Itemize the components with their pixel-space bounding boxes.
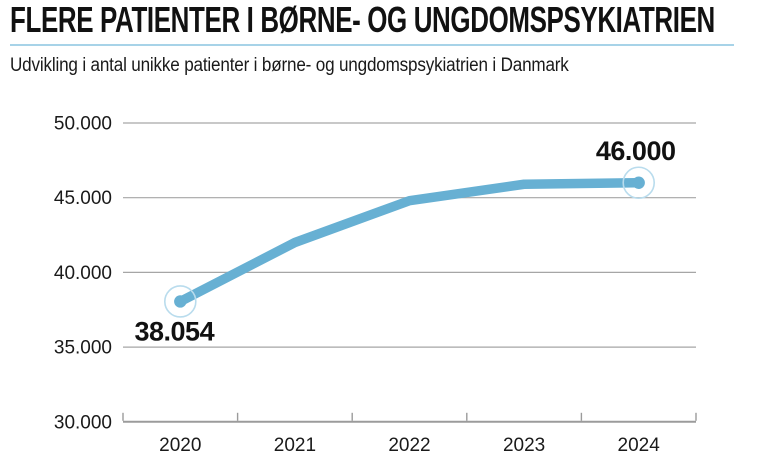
value-label: 46.000 xyxy=(596,136,676,166)
x-tick-label: 2021 xyxy=(274,435,316,456)
x-tick-label: 2022 xyxy=(388,435,430,456)
x-tick-label: 2024 xyxy=(618,435,661,456)
x-axis xyxy=(122,412,697,423)
title-underline xyxy=(10,44,734,46)
data-series xyxy=(164,166,656,318)
x-tick-label: 2020 xyxy=(159,435,201,456)
chart-subtitle: Udvikling i antal unikke patienter i bør… xyxy=(10,55,569,76)
y-tick-label: 30.000 xyxy=(54,412,112,433)
y-tick-label: 50.000 xyxy=(54,114,112,135)
data-point-marker xyxy=(174,295,187,308)
data-point-halo xyxy=(622,166,656,200)
x-tick-label: 2023 xyxy=(503,435,545,456)
y-tick-label: 45.000 xyxy=(54,188,112,209)
gridlines xyxy=(123,122,696,348)
data-point-marker xyxy=(632,176,645,189)
value-label: 38.054 xyxy=(135,316,215,346)
chart-title: FLERE PATIENTER I BØRNE- OG UNGDOMSPSYKI… xyxy=(10,0,715,40)
trend-line xyxy=(175,178,644,307)
annotations: 38.054 46.000 xyxy=(135,136,676,347)
y-tick-labels: 30.000 35.000 40.000 45.000 50.000 xyxy=(54,114,112,434)
data-point-halo xyxy=(164,285,197,318)
x-tick-labels: 2020 2021 2022 2023 2024 xyxy=(159,435,660,456)
y-tick-label: 40.000 xyxy=(54,263,112,284)
y-tick-label: 35.000 xyxy=(54,338,112,359)
